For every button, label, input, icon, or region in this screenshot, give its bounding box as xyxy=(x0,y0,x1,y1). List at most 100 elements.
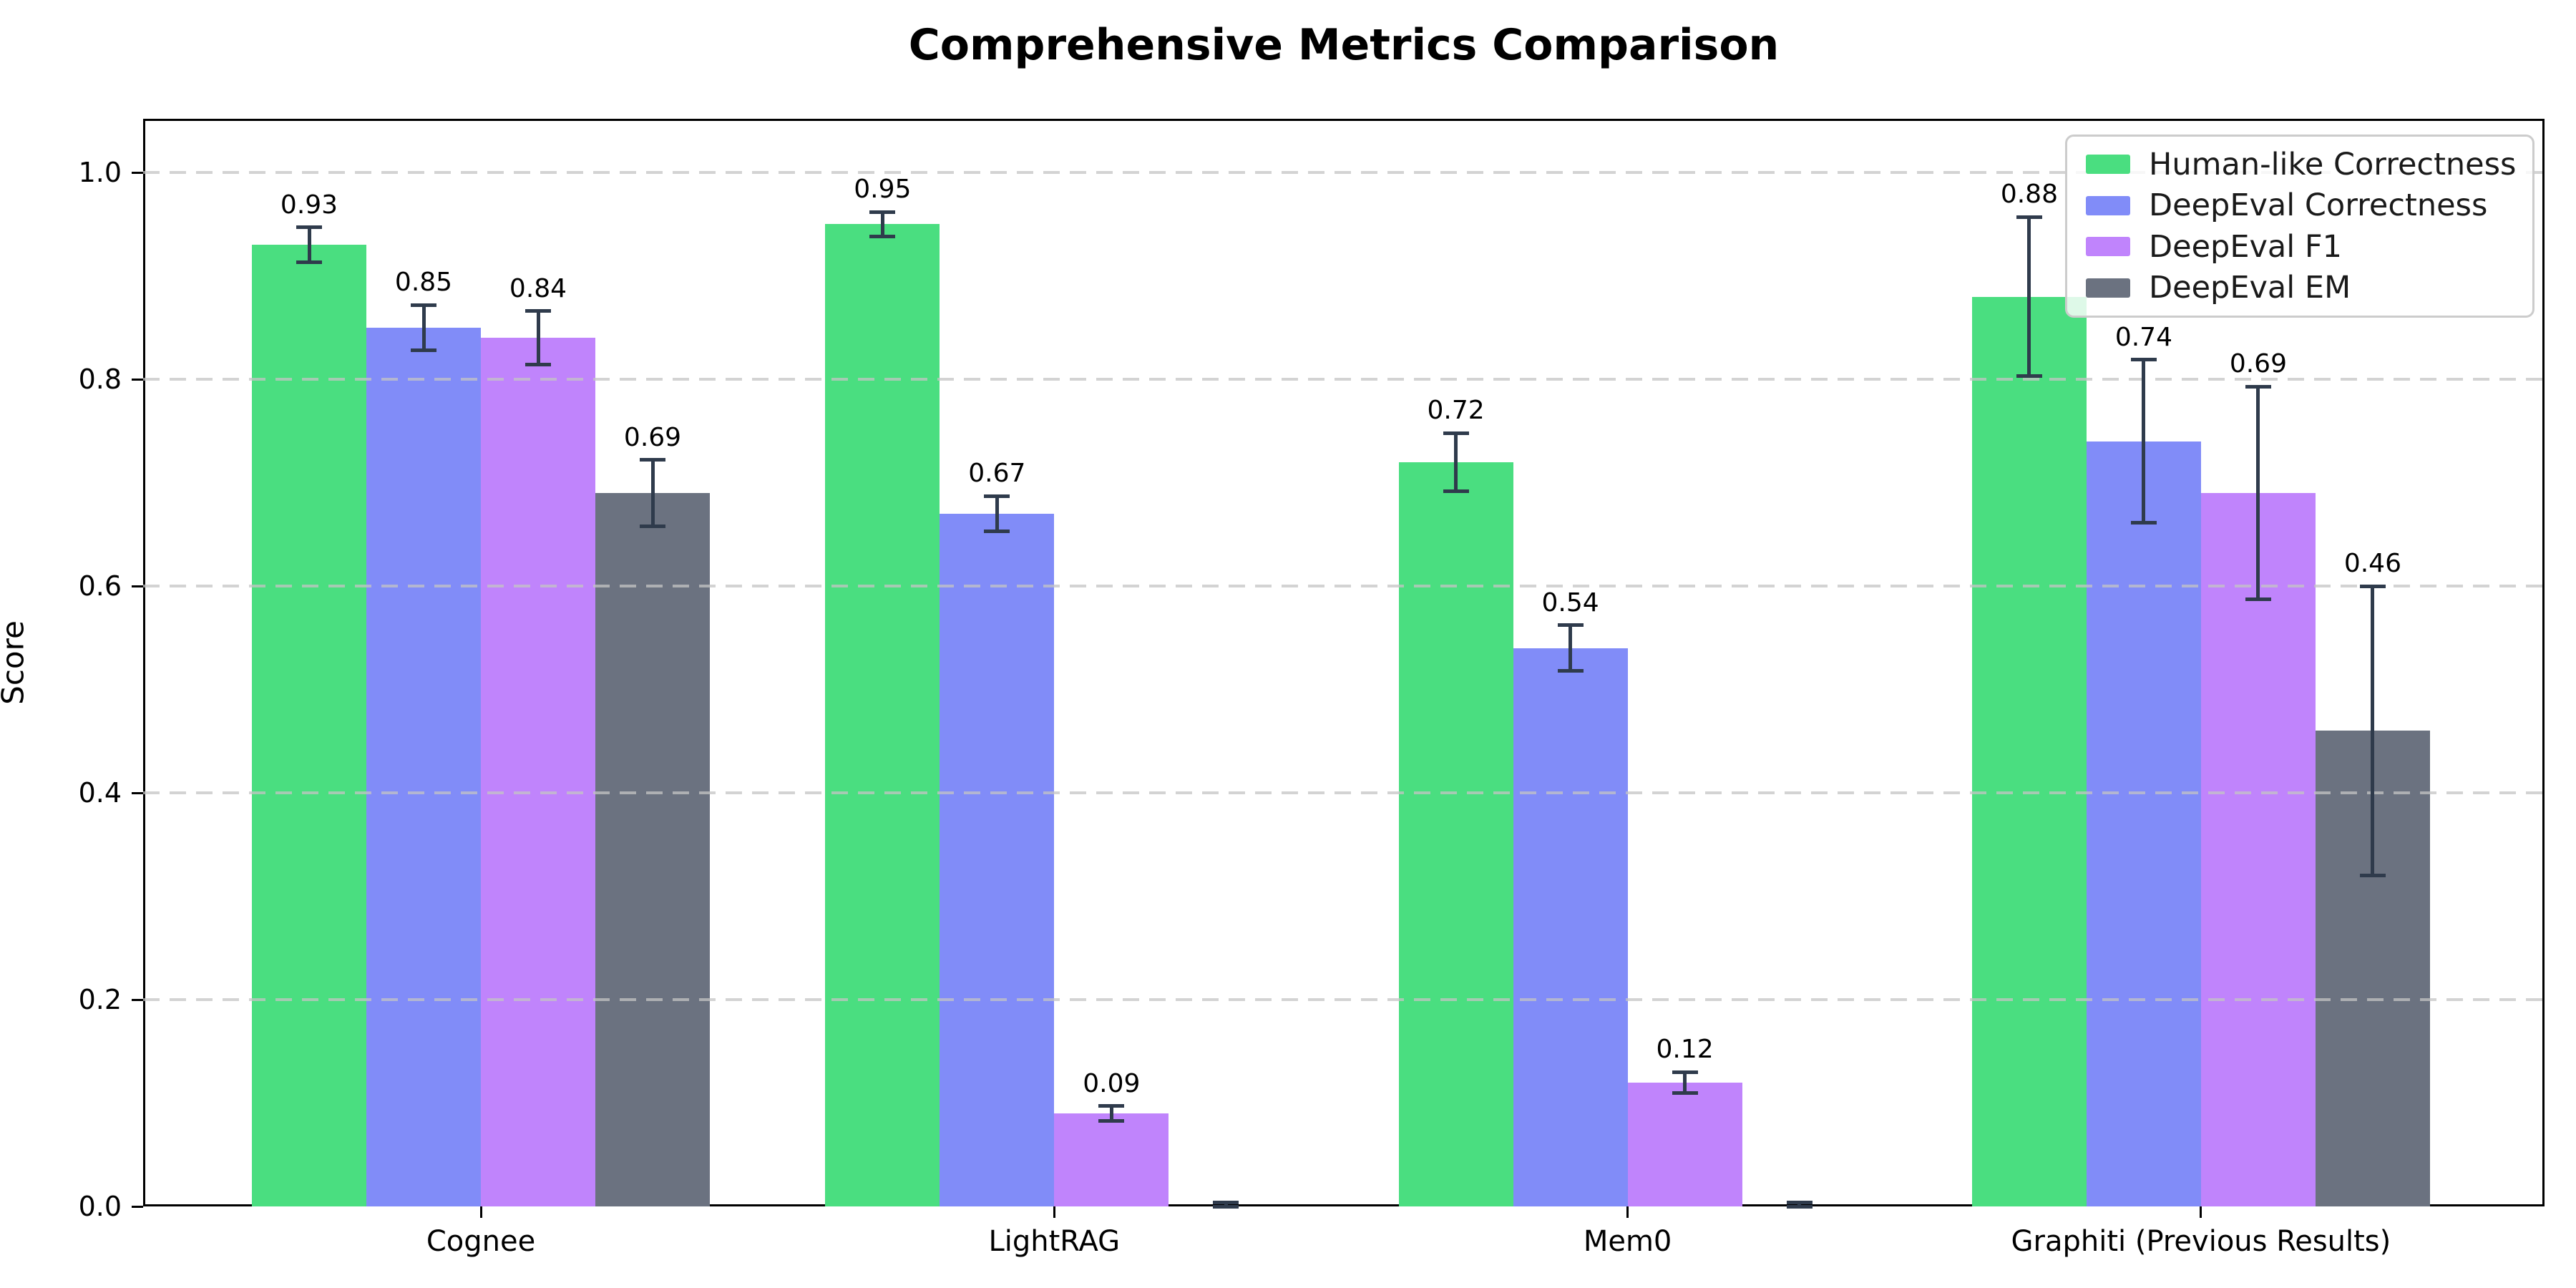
bar-human-like-correctness xyxy=(1398,462,1513,1206)
gridline xyxy=(143,378,2545,381)
legend-label: DeepEval F1 xyxy=(2149,228,2342,265)
y-tick-mark xyxy=(132,585,143,587)
bar-value-label: 0.09 xyxy=(1083,1068,1141,1098)
legend-row: DeepEval F1 xyxy=(2086,229,2514,265)
legend-label: Human-like Correctness xyxy=(2149,146,2517,182)
x-category-label: LightRAG xyxy=(988,1225,1121,1258)
error-bar-cap-top xyxy=(525,309,551,313)
error-bar-cap-bottom xyxy=(640,524,665,528)
error-bar-cap-top xyxy=(1213,1200,1239,1204)
error-bar-cap-bottom xyxy=(525,363,551,367)
bar-deepeval-em xyxy=(595,493,710,1206)
x-category-label: Cognee xyxy=(426,1225,536,1258)
chart-title: Comprehensive Metrics Comparison xyxy=(908,20,1780,70)
legend-row: Human-like Correctness xyxy=(2086,146,2517,182)
bar-value-label: 0.69 xyxy=(623,422,682,452)
x-tick-mark xyxy=(1053,1206,1055,1218)
error-bar-line xyxy=(650,459,655,527)
error-bar-line xyxy=(1109,1106,1113,1121)
bar-human-like-correctness xyxy=(825,224,940,1206)
bar-value-label: 0.54 xyxy=(1541,587,1599,618)
y-axis-label: Score xyxy=(0,620,31,705)
error-bar-cap-top xyxy=(2245,384,2271,389)
bar-deepeval-correctness xyxy=(2086,441,2201,1206)
legend: Human-like Correctness DeepEval Correctne… xyxy=(2065,135,2534,318)
gridline xyxy=(143,791,2545,795)
error-bar-cap-bottom xyxy=(411,348,436,353)
error-bar-cap-bottom xyxy=(1672,1091,1698,1095)
bar-human-like-correctness xyxy=(1971,296,2087,1206)
bar-value-label: 0.72 xyxy=(1427,396,1485,426)
bar-value-label: 0.46 xyxy=(2343,549,2401,579)
error-bar-cap-top xyxy=(411,303,436,307)
gridline xyxy=(143,585,2545,588)
error-bar-line xyxy=(2371,586,2375,876)
plot-area xyxy=(143,119,2545,1206)
legend-swatch-icon xyxy=(2086,278,2130,298)
y-tick-label: 0.2 xyxy=(78,984,122,1016)
error-bar-cap-bottom xyxy=(869,235,896,239)
bar-value-label: 0.95 xyxy=(854,175,912,205)
error-bar-line xyxy=(2027,217,2031,376)
error-bar-cap-bottom xyxy=(2359,874,2386,878)
error-bar-cap-top xyxy=(640,458,665,462)
error-bar-cap-bottom xyxy=(296,260,322,265)
bar-value-label: 0.84 xyxy=(509,273,567,303)
error-bar-cap-top xyxy=(1672,1070,1698,1074)
error-bar-cap-bottom xyxy=(1443,489,1469,493)
error-bar-line xyxy=(421,305,426,351)
x-tick-mark xyxy=(479,1206,482,1218)
error-bar-line xyxy=(880,212,884,237)
error-bar-cap-bottom xyxy=(1213,1204,1239,1209)
error-bar-cap-top xyxy=(984,494,1010,498)
error-bar-cap-top xyxy=(869,210,896,214)
error-bar-cap-top xyxy=(1557,623,1584,628)
bar-value-label: 0.69 xyxy=(2229,349,2287,379)
error-bar-line xyxy=(1797,1202,1802,1206)
bar-value-label: 0.67 xyxy=(968,459,1026,489)
bar-deepeval-f1 xyxy=(1627,1082,1742,1206)
y-tick-label: 1.0 xyxy=(78,157,122,189)
error-bar-cap-top xyxy=(1786,1200,1813,1204)
bar-deepeval-f1 xyxy=(2200,493,2316,1206)
bar-deepeval-correctness xyxy=(366,327,481,1206)
bar-value-label: 0.85 xyxy=(394,268,453,298)
bar-deepeval-correctness xyxy=(940,513,1055,1206)
y-tick-mark xyxy=(132,998,143,1001)
bar-value-label: 0.88 xyxy=(2000,180,2058,210)
error-bar-cap-top xyxy=(2130,358,2157,362)
gridline xyxy=(143,998,2545,1002)
error-bar-cap-bottom xyxy=(2245,597,2271,602)
error-bar-cap-top xyxy=(2016,215,2042,219)
y-tick-mark xyxy=(132,791,143,794)
bar-deepeval-f1 xyxy=(481,338,595,1206)
bar-deepeval-f1 xyxy=(1054,1113,1169,1206)
legend-label: DeepEval EM xyxy=(2149,270,2351,306)
y-tick-label: 0.4 xyxy=(78,777,122,809)
error-bar-cap-top xyxy=(1098,1104,1125,1108)
x-category-label: Graphiti (Previous Results) xyxy=(2011,1225,2391,1258)
y-tick-label: 0.8 xyxy=(78,364,122,396)
error-bar-cap-bottom xyxy=(2130,521,2157,525)
bar-value-label: 0.74 xyxy=(2114,322,2172,352)
error-bar-line xyxy=(2256,386,2260,600)
error-bar-line xyxy=(995,496,999,532)
error-bar-cap-bottom xyxy=(2016,374,2042,379)
x-tick-mark xyxy=(1626,1206,1629,1218)
legend-row: DeepEval Correctness xyxy=(2086,187,2514,223)
error-bar-line xyxy=(2142,359,2146,523)
y-tick-label: 0.6 xyxy=(78,570,122,602)
error-bar-cap-top xyxy=(296,225,322,230)
bar-human-like-correctness xyxy=(252,245,366,1206)
error-bar-cap-bottom xyxy=(984,530,1010,533)
gridline xyxy=(143,171,2545,175)
error-bar-line xyxy=(1454,433,1458,492)
bar-value-label: 0.12 xyxy=(1656,1035,1714,1065)
error-bar-cap-bottom xyxy=(1786,1204,1813,1209)
error-bar-cap-bottom xyxy=(1098,1118,1125,1123)
legend-swatch-icon xyxy=(2086,155,2130,175)
error-bar-line xyxy=(1568,625,1573,671)
error-bar-cap-top xyxy=(2359,584,2386,588)
error-bar-line xyxy=(536,311,540,365)
